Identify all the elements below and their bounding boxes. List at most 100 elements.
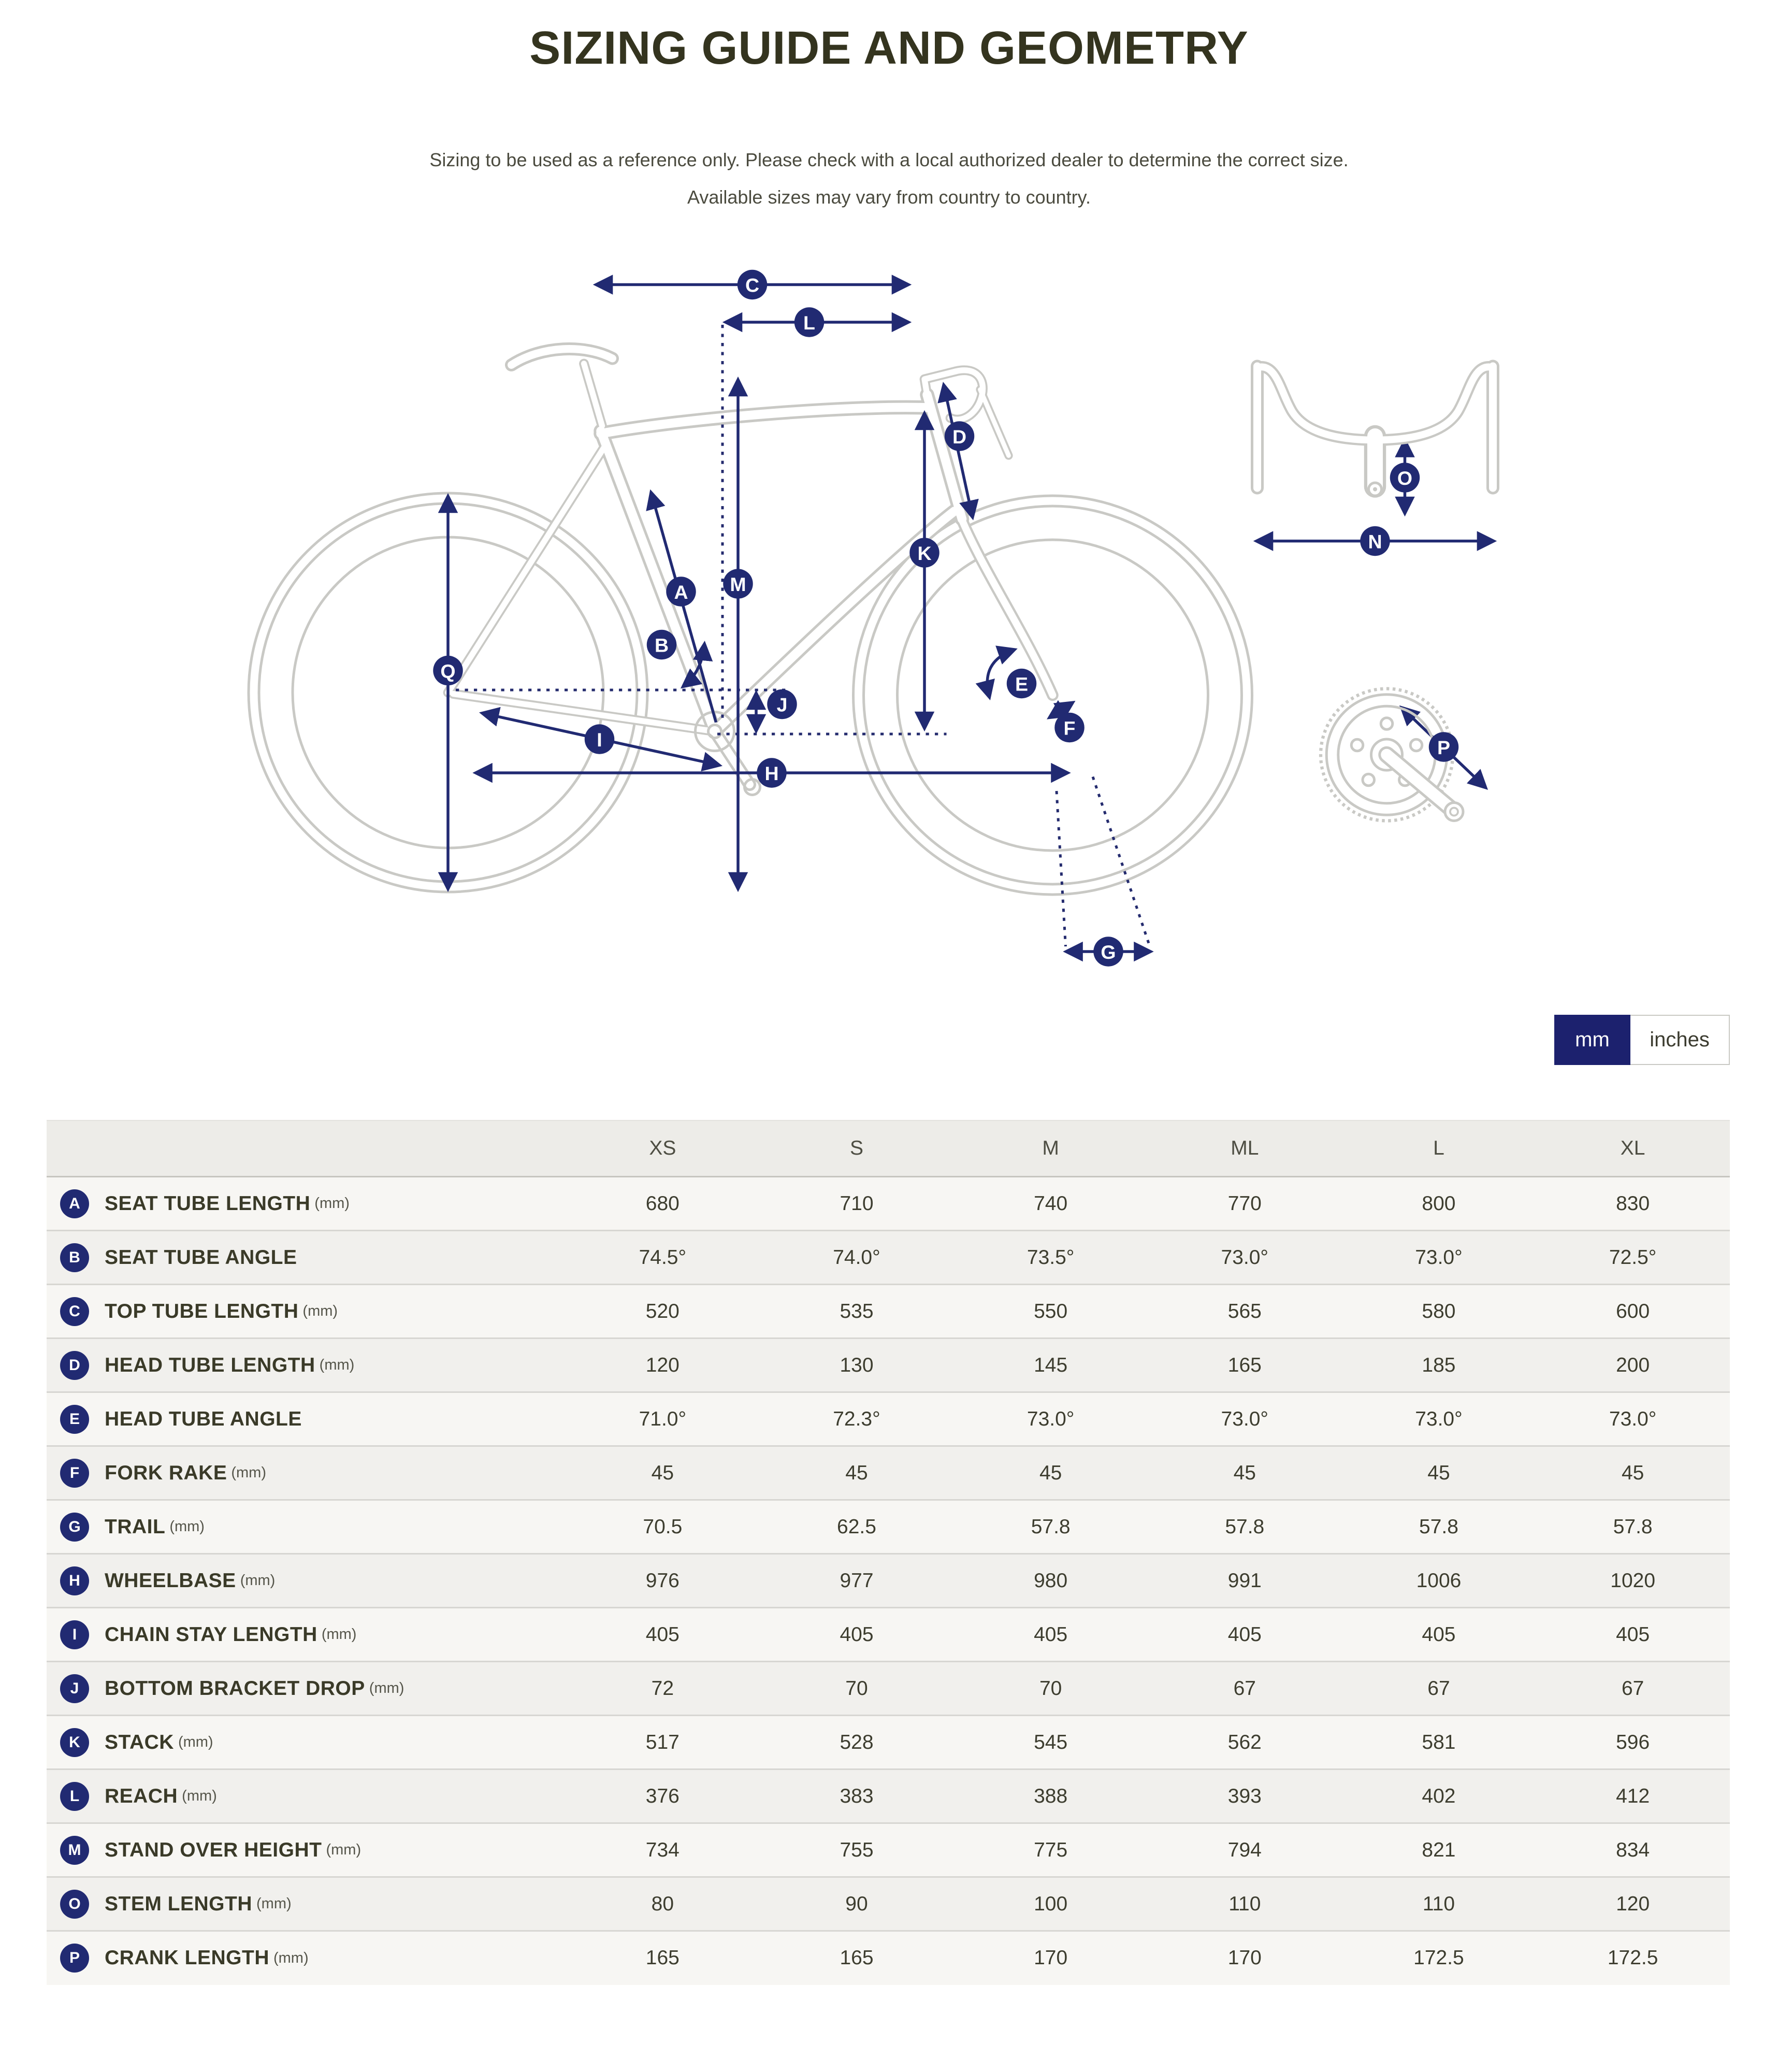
geometry-value-cell: 57.8	[1225, 1515, 1265, 1538]
geometry-value-cell: 550	[1034, 1300, 1068, 1322]
row-label-cell: C TOP TUBE LENGTH (mm)	[47, 1285, 566, 1339]
row-letter-badge: E	[60, 1404, 89, 1434]
svg-text:F: F	[1064, 717, 1076, 739]
diagram-label-k: K	[909, 538, 939, 568]
geometry-value-cell: 517	[645, 1731, 680, 1753]
geometry-value-cell: 600	[1616, 1300, 1650, 1322]
geometry-value-cell: 70	[1039, 1677, 1062, 1700]
svg-text:P: P	[1437, 737, 1450, 758]
svg-text:L: L	[803, 312, 815, 334]
row-unit: (mm)	[302, 1303, 338, 1319]
bike-geometry-svg: C L D K A M B Q J I H E F G N O P	[247, 269, 1499, 967]
arrow-fork-rake	[1047, 700, 1076, 720]
sizing-disclaimer: Sizing to be used as a reference only. P…	[0, 141, 1778, 216]
geometry-value-cell: 45	[1039, 1461, 1062, 1484]
table-row: P CRANK LENGTH (mm) 165 165 170 170 172.5 172.5	[47, 1931, 1730, 1985]
geometry-value-cell: 976	[645, 1569, 680, 1592]
geometry-value-cell: 402	[1422, 1785, 1456, 1807]
row-unit: (mm)	[178, 1734, 213, 1750]
svg-text:K: K	[917, 542, 931, 564]
row-label-cell: J BOTTOM BRACKET DROP (mm)	[47, 1662, 566, 1716]
geometry-value-cell: 405	[840, 1623, 874, 1646]
row-unit: (mm)	[314, 1195, 350, 1212]
geometry-value-cell: 73.0°	[1415, 1407, 1463, 1430]
page-title: SIZING GUIDE AND GEOMETRY	[529, 22, 1249, 74]
diagram-label-b: B	[646, 629, 677, 660]
geometry-value-cell: 73.0°	[1221, 1246, 1269, 1269]
geometry-value-cell: 70.5	[643, 1515, 683, 1538]
row-label-cell: H WHEELBASE (mm)	[47, 1554, 566, 1608]
geometry-value-cell: 580	[1422, 1300, 1456, 1322]
geometry-value-cell: 170	[1227, 1947, 1262, 1969]
row-label: REACH	[105, 1785, 178, 1807]
row-label-cell: P CRANK LENGTH (mm)	[47, 1931, 566, 1985]
diagram-label-c: C	[737, 269, 768, 300]
geometry-value-cell: 775	[1034, 1838, 1068, 1861]
geometry-table-body: A SEAT TUBE LENGTH (mm) 680 710 740 770 800 830 B…	[47, 1176, 1730, 1985]
mm-toggle-button[interactable]: mm	[1554, 1015, 1630, 1065]
geometry-value-cell: 170	[1034, 1947, 1068, 1969]
svg-text:B: B	[655, 634, 669, 656]
table-row: O STEM LENGTH (mm) 80 90 100 110 110 120	[47, 1877, 1730, 1931]
svg-text:H: H	[764, 762, 778, 784]
row-letter-badge: B	[60, 1243, 89, 1272]
geometry-value-cell: 405	[645, 1623, 680, 1646]
geometry-table: XS S M ML L XL A SEAT TUBE LENGTH (mm) 680 710 740…	[47, 1120, 1730, 1985]
geometry-value-cell: 991	[1227, 1569, 1262, 1592]
svg-text:I: I	[597, 729, 602, 751]
geometry-value-cell: 120	[645, 1354, 680, 1376]
row-label: SEAT TUBE LENGTH	[105, 1192, 311, 1215]
row-label-cell: E HEAD TUBE ANGLE	[47, 1392, 566, 1446]
geometry-value-cell: 800	[1422, 1192, 1456, 1215]
size-header-row: XS S M ML L XL	[47, 1120, 1730, 1177]
table-row: L REACH (mm) 376 383 388 393 402 412	[47, 1769, 1730, 1823]
row-label-cell: O STEM LENGTH (mm)	[47, 1877, 566, 1931]
geometry-value-cell: 45	[1427, 1461, 1450, 1484]
geometry-value-cell: 1020	[1610, 1569, 1656, 1592]
measurement-column-header	[47, 1120, 566, 1177]
geometry-value-cell: 1006	[1416, 1569, 1462, 1592]
row-letter-badge: H	[60, 1566, 89, 1595]
geometry-value-cell: 376	[645, 1785, 680, 1807]
geometry-value-cell: 67	[1427, 1677, 1450, 1700]
table-row: I CHAIN STAY LENGTH (mm) 405 405 405 405 405 405	[47, 1607, 1730, 1662]
geometry-value-cell: 710	[840, 1192, 874, 1215]
geometry-value-cell: 535	[840, 1300, 874, 1322]
diagram-label-l: L	[794, 307, 825, 337]
geometry-value-cell: 72.3°	[833, 1407, 880, 1430]
diagram-label-g: G	[1093, 937, 1123, 967]
geometry-value-cell: 45	[845, 1461, 868, 1484]
table-row: B SEAT TUBE ANGLE 74.5° 74.0° 73.5° 73.0° 73.0…	[47, 1230, 1730, 1285]
row-label-cell: D HEAD TUBE LENGTH (mm)	[47, 1339, 566, 1392]
table-row: D HEAD TUBE LENGTH (mm) 120 130 145 165 185 200	[47, 1338, 1730, 1392]
svg-text:G: G	[1101, 941, 1116, 963]
geometry-value-cell: 45	[1621, 1461, 1644, 1484]
row-unit: (mm)	[321, 1626, 357, 1643]
svg-text:E: E	[1015, 673, 1028, 695]
geometry-value-cell: 73.5°	[1027, 1246, 1075, 1269]
geometry-value-cell: 73.0°	[1027, 1407, 1075, 1430]
geometry-value-cell: 73.0°	[1609, 1407, 1657, 1430]
row-letter-badge: P	[60, 1944, 89, 1973]
row-label-cell: L REACH (mm)	[47, 1769, 566, 1823]
svg-text:M: M	[730, 573, 746, 595]
diagram-label-p: P	[1428, 732, 1459, 762]
size-column-header: S	[759, 1120, 954, 1177]
table-row: A SEAT TUBE LENGTH (mm) 680 710 740 770 800 830	[47, 1176, 1730, 1231]
inches-toggle-button[interactable]: inches	[1630, 1015, 1730, 1065]
geometry-value-cell: 172.5	[1607, 1947, 1658, 1969]
geometry-value-cell: 74.5°	[639, 1246, 687, 1269]
geometry-value-cell: 74.0°	[833, 1246, 880, 1269]
geometry-value-cell: 794	[1227, 1838, 1262, 1861]
row-unit: (mm)	[326, 1841, 362, 1858]
row-label: TRAIL	[105, 1515, 166, 1538]
geometry-value-cell: 45	[651, 1461, 674, 1484]
table-row: F FORK RAKE (mm) 45 45 45 45 45 45	[47, 1446, 1730, 1500]
svg-text:A: A	[674, 581, 688, 603]
geometry-value-cell: 734	[645, 1838, 680, 1861]
row-label: WHEELBASE	[105, 1569, 236, 1592]
arrow-head-tube-length	[937, 381, 979, 521]
row-unit: (mm)	[256, 1895, 292, 1912]
diagram-label-n: N	[1360, 526, 1390, 556]
geometry-value-cell: 834	[1616, 1838, 1650, 1861]
